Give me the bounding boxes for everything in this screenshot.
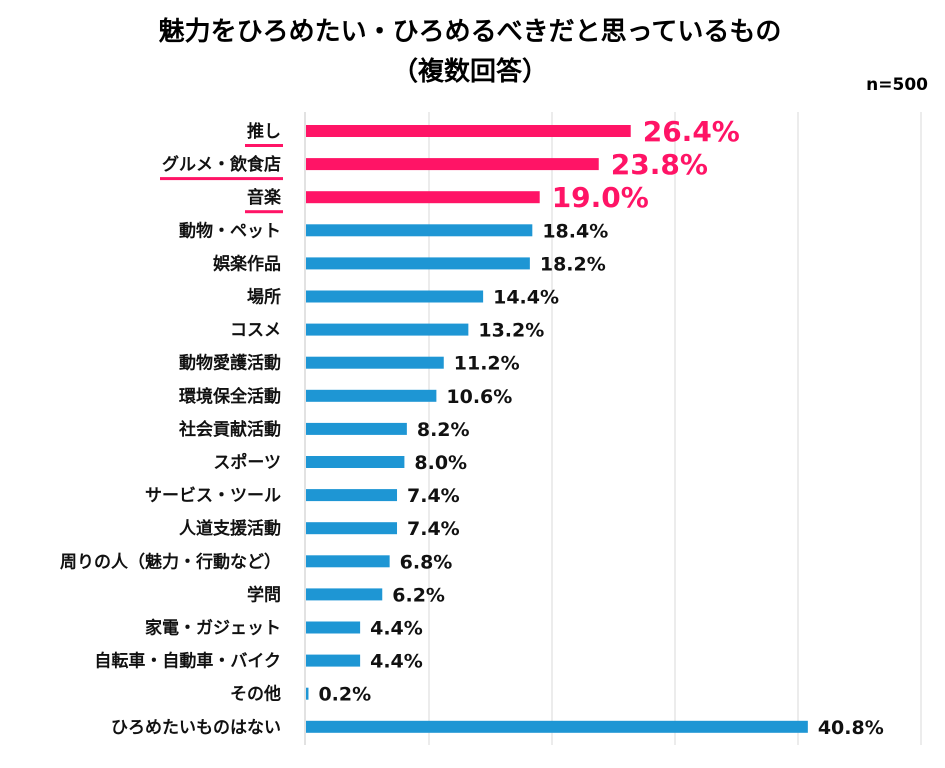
bar-row: 場所 14.4% [247,287,559,309]
value-label: 4.4% [370,618,423,640]
bar [306,588,383,601]
category-label: 動物・ペット [179,220,281,241]
bar [306,456,405,468]
category-label: スポーツ [213,452,281,473]
value-label: 13.2% [478,320,544,342]
value-label: 6.8% [400,551,453,573]
bar-row: 周りの人（魅力・行動など） 6.8% [60,551,452,573]
value-label: 11.2% [454,353,520,375]
value-label: 8.0% [414,452,467,474]
category-label: 娯楽作品 [213,253,281,274]
category-label: 推し [247,121,281,142]
bar-row: サービス・ツール 7.4% [145,485,460,507]
bar [306,720,808,733]
bar-row: その他 0.2% [230,684,371,706]
bar [306,654,361,667]
bar [306,555,390,568]
value-label: 14.4% [493,287,559,309]
bar-row: スポーツ 8.0% [213,452,467,474]
bar [306,290,484,303]
category-label: 周りの人（魅力・行動など） [60,551,281,572]
highlight-underline [160,177,283,181]
bar [306,191,540,204]
bar-row: 自転車・自動車・バイク 4.4% [94,651,422,673]
bar [306,422,407,435]
highlight-underline [245,144,283,147]
value-label: 18.2% [540,253,606,275]
value-label: 7.4% [407,485,460,507]
category-label: 音楽 [247,187,282,208]
bar-row: 学問 6.2% [247,584,445,606]
bar [306,687,309,700]
bar [306,158,599,171]
bar [306,356,444,369]
value-label: 0.2% [318,684,371,706]
category-label: 学問 [247,584,281,605]
value-label: 8.2% [417,419,470,441]
bar [306,257,530,270]
category-label: 環境保全活動 [179,386,281,407]
bar-row: 環境保全活動 10.6% [179,386,512,408]
category-label: ひろめたいものはない [111,718,281,738]
bar-row: 推し 26.4% [245,115,740,148]
category-label: 社会貢献活動 [178,419,281,440]
bar-row: 娯楽作品 18.2% [213,253,606,275]
bar [306,522,398,535]
bar-row: ひろめたいものはない 40.8% [111,717,884,739]
bar [306,323,469,336]
value-label: 7.4% [407,518,460,540]
value-label: 10.6% [446,386,512,408]
category-label: 人道支援活動 [179,518,281,539]
chart-subtitle: （複数回答） [392,56,548,87]
value-label: 23.8% [611,148,708,181]
bar-row: グルメ・飲食店 23.8% [160,148,708,181]
bar-row: 家電・ガジェット 4.4% [145,618,423,640]
value-label: 40.8% [818,717,884,739]
category-label: コスメ [230,321,281,341]
category-label: 家電・ガジェット [145,618,281,639]
category-label: 動物愛護活動 [179,353,281,374]
bar [306,224,533,237]
chart-title: 魅力をひろめたい・ひろめるべきだと思っているもの [159,16,782,47]
category-label: 場所 [247,288,281,308]
bar-row: 社会貢献活動 8.2% [178,419,470,441]
category-label: サービス・ツール [145,486,281,506]
value-label: 18.4% [542,220,608,242]
bar-row: 動物愛護活動 11.2% [179,353,520,375]
bar [306,489,398,502]
bar-row: 動物・ペット 18.4% [179,220,608,242]
bar [306,125,631,137]
sample-size: n=500 [866,75,928,95]
bar [306,389,437,402]
bar [306,621,361,634]
bar-row: コスメ 13.2% [230,320,544,342]
value-label: 19.0% [552,181,649,214]
bar-row: 音楽 19.0% [245,181,649,214]
category-label: その他 [230,684,281,705]
category-label: 自転車・自動車・バイク [94,651,281,672]
bar-row: 人道支援活動 7.4% [179,518,460,540]
value-label: 4.4% [370,651,423,673]
value-label: 26.4% [643,115,740,148]
category-label: グルメ・飲食店 [162,154,281,175]
value-label: 6.2% [392,584,445,606]
highlight-underline [245,210,283,214]
